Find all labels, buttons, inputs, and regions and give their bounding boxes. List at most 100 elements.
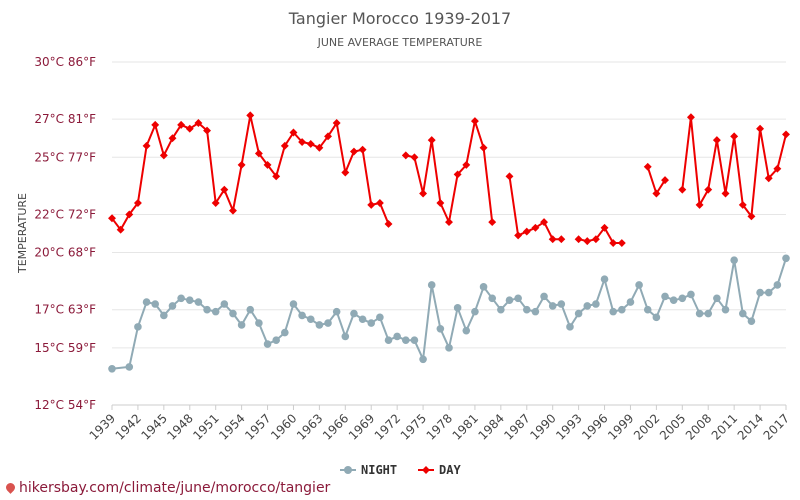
watermark-text: hikersbay.com/climate/june/morocco/tangi…: [19, 480, 331, 496]
data-point-night: [419, 355, 427, 364]
data-point-day: [263, 160, 272, 169]
x-tick-label: 1975: [398, 411, 429, 442]
x-tick-label: 1951: [190, 411, 221, 442]
site-watermark[interactable]: hikersbay.com/climate/june/morocco/tangi…: [4, 480, 331, 496]
data-point-day: [246, 111, 255, 120]
data-point-day: [151, 120, 160, 129]
y-tick-label: 22°C 72°F: [34, 207, 96, 221]
data-point-night: [773, 281, 782, 289]
data-point-day: [505, 172, 514, 181]
data-point-night: [142, 298, 151, 306]
data-point-day: [445, 218, 453, 227]
data-point-day: [341, 168, 350, 177]
data-point-night: [125, 363, 134, 371]
legend-label-day: DAY: [439, 463, 461, 477]
data-point-night: [678, 294, 687, 303]
data-point-night: [445, 344, 453, 352]
data-point-night: [436, 324, 445, 333]
legend-item-day[interactable]: DAY: [418, 463, 461, 477]
data-point-day: [142, 141, 151, 150]
data-point-day: [324, 132, 332, 141]
data-point-night: [782, 254, 790, 263]
data-point-night: [453, 304, 462, 312]
data-point-day: [514, 231, 523, 240]
data-point-day: [306, 139, 315, 148]
data-point-day: [470, 117, 479, 126]
series-day: [108, 111, 790, 247]
data-point-night: [514, 294, 522, 303]
data-point-day: [280, 141, 289, 150]
data-point-day: [419, 189, 428, 198]
data-point-day: [116, 225, 125, 234]
x-tick-labels: 1939194219451948195119541957196019631966…: [87, 405, 792, 443]
x-tick-label: 1948: [164, 411, 195, 442]
data-point-night: [505, 296, 514, 304]
data-point-day: [747, 212, 756, 221]
data-point-day: [652, 189, 661, 198]
data-point-night: [203, 305, 211, 314]
data-point-day: [194, 119, 203, 127]
data-point-night: [272, 336, 280, 345]
data-point-day: [410, 153, 419, 162]
legend-label-night: NIGHT: [361, 463, 397, 477]
data-point-night: [185, 296, 194, 304]
data-point-night: [160, 311, 168, 320]
x-tick-label: 1963: [294, 411, 325, 442]
data-point-day: [315, 143, 324, 152]
data-point-day: [220, 185, 229, 194]
data-point-night: [151, 300, 160, 308]
x-tick-label: 2011: [709, 411, 740, 442]
data-point-night: [618, 305, 626, 314]
data-point-night: [177, 294, 185, 303]
data-point-day: [522, 227, 531, 236]
data-point-night: [721, 305, 730, 314]
x-tick-label: 1969: [346, 411, 377, 442]
y-tick-label: 12°C 54°F: [34, 398, 96, 412]
data-point-day: [591, 235, 600, 244]
data-point-night: [376, 313, 384, 322]
data-point-night: [462, 326, 471, 335]
data-point-day: [678, 185, 687, 194]
x-tick-label: 1966: [320, 411, 351, 442]
data-point-day: [600, 223, 609, 232]
data-point-night: [540, 292, 548, 301]
data-point-night: [332, 307, 341, 316]
data-point-day: [401, 151, 410, 160]
data-point-night: [695, 309, 704, 318]
data-point-day: [168, 134, 177, 143]
data-point-night: [609, 307, 617, 316]
data-point-night: [427, 281, 436, 289]
data-point-night: [246, 305, 255, 314]
data-point-day: [289, 128, 298, 137]
data-point-night: [315, 321, 324, 329]
data-point-night: [531, 307, 540, 316]
data-point-day: [574, 235, 583, 244]
legend-item-night[interactable]: NIGHT: [340, 463, 397, 477]
y-tick-label: 17°C 63°F: [34, 303, 96, 317]
x-tick-label: 2002: [631, 411, 662, 442]
data-point-night: [600, 275, 609, 284]
data-point-night: [168, 302, 177, 310]
data-point-day: [479, 143, 488, 152]
data-point-night: [764, 288, 773, 297]
data-point-day: [254, 149, 263, 158]
data-point-night: [108, 364, 116, 373]
data-point-day: [272, 172, 281, 181]
data-point-night: [384, 336, 393, 345]
data-point-day: [177, 120, 186, 129]
grid-lines: [112, 61, 786, 406]
data-point-day: [298, 138, 307, 146]
data-point-day: [531, 223, 540, 232]
data-point-day: [211, 199, 220, 207]
data-point-night: [410, 336, 419, 345]
x-tick-label: 1984: [475, 411, 506, 442]
data-point-night: [479, 283, 488, 291]
data-point-night: [687, 290, 695, 299]
data-point-day: [185, 124, 194, 133]
data-point-night: [713, 294, 721, 303]
data-point-night: [350, 309, 358, 318]
x-tick-label: 2008: [683, 411, 714, 442]
series-line-day: [405, 120, 494, 224]
legend[interactable]: NIGHT DAY: [340, 463, 461, 477]
